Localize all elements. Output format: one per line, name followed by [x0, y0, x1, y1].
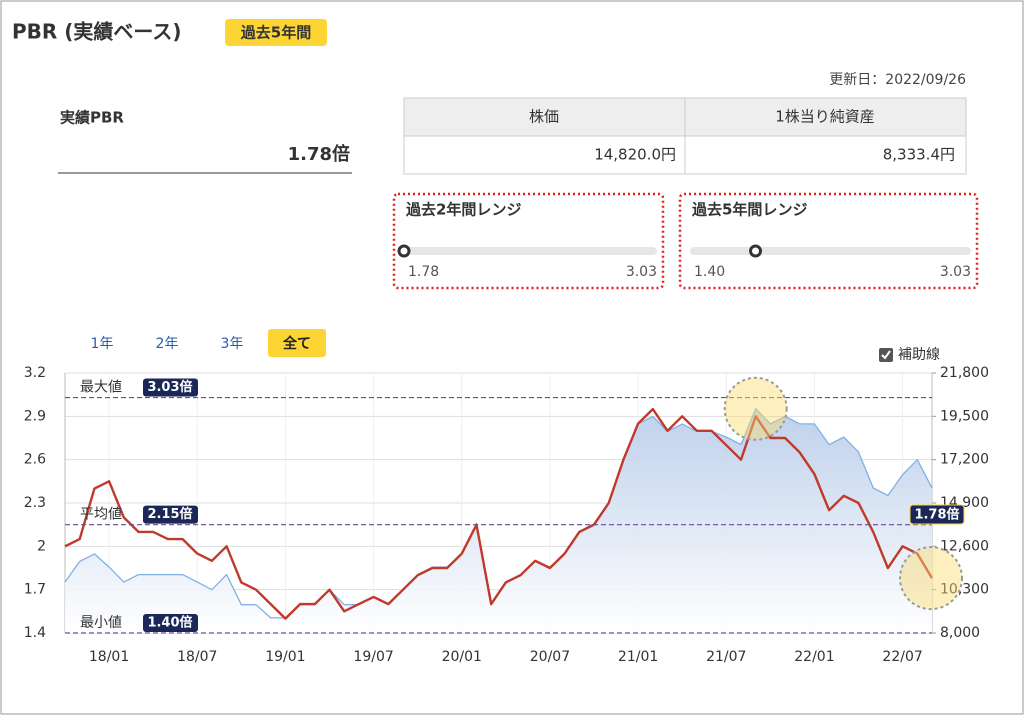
range-marker — [397, 244, 411, 258]
badge: 過去5年間 — [240, 24, 311, 42]
range-title: 過去2年間レンジ — [405, 201, 521, 219]
y2-tick-label: 19,500 — [940, 408, 989, 424]
range-max: 3.03 — [626, 264, 657, 280]
reference-label: 3.03倍 — [147, 379, 192, 395]
range-max: 3.03 — [940, 264, 971, 280]
y-tick-label: 2.3 — [24, 495, 46, 511]
period-tab[interactable]: 2年 — [156, 336, 179, 352]
y2-tick-label: 21,800 — [940, 365, 989, 381]
chart: 1.41.722.32.62.93.28,00010,30012,60014,9… — [24, 365, 989, 665]
tab-active-bg — [268, 329, 326, 357]
table-header-cell: 1株当り純資産 — [775, 108, 875, 126]
reference-name: 最大値 — [80, 380, 122, 396]
pbr-value: 1.78倍 — [288, 143, 350, 165]
period-tab[interactable]: 1年 — [91, 336, 114, 352]
reference-label: 1.40倍 — [147, 615, 192, 631]
ranges: 過去2年間レンジ 1.78 3.03 過去5年間レンジ 1.40 3.03 — [392, 192, 979, 290]
y-tick-label: 2.9 — [24, 408, 46, 424]
y2-tick-label: 17,200 — [940, 452, 989, 468]
reference-badge — [143, 505, 198, 524]
current-label: 1.78倍 — [914, 507, 959, 523]
highlight — [723, 376, 788, 441]
reference-badge — [143, 378, 198, 397]
reference-badge — [143, 614, 198, 632]
period-tab[interactable]: 全て — [282, 335, 311, 352]
x-tick-label: 19/07 — [353, 649, 393, 665]
x-tick-label: 22/01 — [794, 649, 834, 665]
period-tab[interactable]: 3年 — [221, 336, 244, 352]
pbr-caption: 実績PBR — [60, 109, 124, 127]
x-tick-label: 18/07 — [177, 649, 217, 665]
range-track — [404, 247, 657, 255]
x-tick-label: 20/07 — [530, 649, 570, 665]
reference-label: 2.15倍 — [147, 506, 192, 522]
table-cell: 8,333.4円 — [883, 146, 955, 164]
period-tabs: 1年 2年 3年 全て — [91, 329, 326, 357]
updated: 更新日：2022/09/26 — [829, 72, 966, 88]
reference-name: 最小値 — [80, 615, 122, 631]
y-tick-label: 3.2 — [24, 365, 46, 381]
checkbox-label[interactable]: 補助線 — [898, 347, 940, 363]
reference-name: 平均値 — [80, 507, 122, 523]
range-box — [392, 192, 665, 290]
current-badge — [909, 504, 965, 525]
range-box — [678, 192, 979, 290]
y2-tick-label: 12,600 — [940, 538, 989, 554]
table-header-cell: 株価 — [529, 108, 559, 126]
x-tick-label: 20/01 — [442, 649, 482, 665]
title: PBR (実績ベース) — [12, 20, 182, 44]
x-tick-label: 19/01 — [265, 649, 305, 665]
y-tick-label: 2 — [37, 538, 46, 554]
x-tick-label: 18/01 — [89, 649, 129, 665]
highlight — [899, 546, 963, 611]
range-marker — [749, 244, 763, 258]
price-area — [65, 408, 932, 633]
pbr-line — [64, 407, 934, 620]
y2-tick-label: 10,300 — [940, 582, 989, 598]
y2-tick-label: 8,000 — [940, 625, 980, 641]
range-min: 1.78 — [408, 264, 439, 280]
x-tick-label: 21/07 — [706, 649, 746, 665]
y-tick-label: 1.4 — [24, 625, 46, 641]
y-tick-label: 1.7 — [24, 582, 46, 598]
table-cell: 14,820.0円 — [594, 146, 676, 164]
range-min: 1.40 — [694, 264, 725, 280]
x-tick-label: 22/07 — [882, 649, 922, 665]
range-title: 過去5年間レンジ — [691, 201, 807, 219]
badge-bg — [225, 19, 327, 46]
check-mark — [881, 350, 891, 360]
range-track — [690, 247, 971, 255]
x-tick-label: 21/01 — [618, 649, 658, 665]
y-tick-label: 2.6 — [24, 452, 46, 468]
